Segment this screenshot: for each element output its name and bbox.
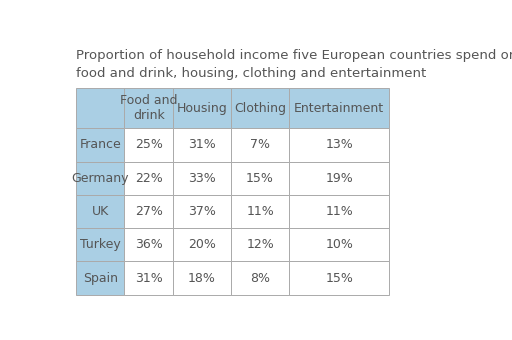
Bar (289, 195, 389, 228)
Text: Proportion of household income five European countries spend on
food and drink, : Proportion of household income five Euro… (76, 49, 512, 80)
Bar (173, 195, 231, 228)
Bar (231, 88, 289, 128)
Bar (124, 228, 173, 261)
Bar (231, 195, 289, 228)
Bar (173, 228, 231, 261)
Text: 7%: 7% (250, 138, 270, 151)
Bar (173, 128, 231, 162)
Bar (124, 162, 173, 195)
Bar (231, 228, 289, 261)
Bar (289, 228, 389, 261)
Text: 36%: 36% (135, 238, 163, 251)
Text: 19%: 19% (325, 172, 353, 185)
Bar (231, 128, 289, 162)
Bar (289, 162, 389, 195)
Bar (124, 195, 173, 228)
Bar (124, 261, 173, 295)
Text: 25%: 25% (135, 138, 163, 151)
Bar (76, 162, 124, 195)
Bar (76, 261, 124, 295)
Text: Turkey: Turkey (80, 238, 120, 251)
Text: 13%: 13% (325, 138, 353, 151)
Text: 11%: 11% (325, 205, 353, 218)
Bar (76, 228, 124, 261)
Bar (289, 128, 389, 162)
Text: Germany: Germany (72, 172, 129, 185)
Text: 27%: 27% (135, 205, 163, 218)
Text: 37%: 37% (188, 205, 216, 218)
Bar (76, 128, 124, 162)
Text: 18%: 18% (188, 272, 216, 285)
Text: UK: UK (92, 205, 109, 218)
Text: 33%: 33% (188, 172, 216, 185)
Text: France: France (79, 138, 121, 151)
Text: 12%: 12% (246, 238, 274, 251)
Bar (173, 261, 231, 295)
Bar (124, 88, 173, 128)
Text: 15%: 15% (246, 172, 274, 185)
Text: Entertainment: Entertainment (294, 102, 385, 115)
Bar (231, 162, 289, 195)
Text: Spain: Spain (83, 272, 118, 285)
Text: 22%: 22% (135, 172, 163, 185)
Text: 31%: 31% (188, 138, 216, 151)
Text: 8%: 8% (250, 272, 270, 285)
Text: 31%: 31% (135, 272, 163, 285)
Bar (289, 88, 389, 128)
Bar (231, 261, 289, 295)
Text: 11%: 11% (246, 205, 274, 218)
Bar (173, 162, 231, 195)
Bar (124, 128, 173, 162)
Text: Food and
drink: Food and drink (120, 94, 178, 122)
Text: 15%: 15% (325, 272, 353, 285)
Bar (76, 88, 124, 128)
Text: 10%: 10% (325, 238, 353, 251)
Text: Clothing: Clothing (234, 102, 286, 115)
Text: Housing: Housing (177, 102, 227, 115)
Bar (76, 195, 124, 228)
Text: 20%: 20% (188, 238, 216, 251)
Bar (289, 261, 389, 295)
Bar (173, 88, 231, 128)
